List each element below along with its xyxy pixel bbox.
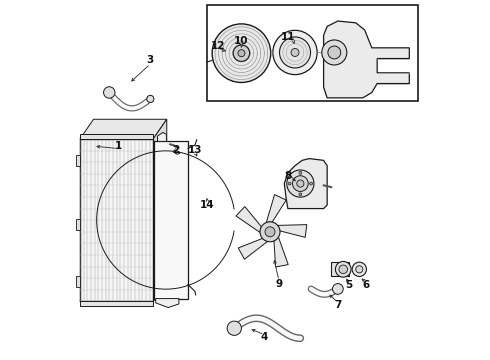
Circle shape [339, 265, 347, 274]
Text: 1: 1 [115, 141, 122, 151]
Text: 12: 12 [211, 41, 225, 51]
Text: 2: 2 [172, 145, 179, 155]
Circle shape [265, 227, 275, 237]
Circle shape [288, 182, 291, 185]
Circle shape [310, 182, 313, 185]
Polygon shape [236, 207, 261, 233]
Circle shape [293, 176, 308, 192]
Polygon shape [266, 194, 286, 222]
Circle shape [238, 50, 245, 57]
Circle shape [233, 45, 249, 62]
Text: 13: 13 [188, 145, 202, 155]
Polygon shape [331, 262, 348, 276]
Circle shape [212, 24, 270, 82]
Circle shape [260, 222, 280, 242]
Circle shape [335, 261, 351, 277]
Bar [75, 155, 80, 166]
Circle shape [352, 262, 367, 276]
Circle shape [287, 170, 314, 197]
Circle shape [328, 46, 341, 59]
Circle shape [322, 40, 347, 65]
Circle shape [299, 171, 302, 174]
Text: 6: 6 [363, 280, 370, 291]
Text: 10: 10 [234, 36, 249, 46]
Polygon shape [157, 132, 167, 141]
Circle shape [356, 266, 363, 273]
Text: 8: 8 [284, 171, 292, 181]
Bar [154, 141, 188, 298]
Polygon shape [80, 282, 167, 301]
Circle shape [297, 180, 304, 187]
Circle shape [279, 37, 311, 68]
Text: 11: 11 [281, 32, 295, 42]
Polygon shape [323, 21, 409, 98]
Text: 3: 3 [147, 55, 154, 65]
Bar [207, 5, 418, 102]
Circle shape [147, 95, 154, 103]
Circle shape [291, 49, 299, 57]
Polygon shape [278, 225, 307, 237]
Text: 4: 4 [261, 332, 269, 342]
Bar [80, 139, 153, 301]
Circle shape [227, 321, 242, 336]
Bar [80, 301, 153, 306]
Circle shape [333, 284, 343, 294]
Circle shape [273, 30, 317, 75]
Polygon shape [173, 150, 180, 154]
Polygon shape [284, 158, 327, 208]
Polygon shape [156, 298, 179, 307]
Circle shape [299, 193, 302, 196]
Text: 5: 5 [345, 280, 352, 291]
Bar [75, 219, 80, 230]
Text: 9: 9 [275, 279, 283, 289]
Polygon shape [153, 119, 167, 301]
Bar [75, 276, 80, 287]
Bar [80, 134, 153, 139]
Polygon shape [238, 238, 268, 259]
Text: 7: 7 [334, 300, 342, 310]
Circle shape [103, 87, 115, 98]
Polygon shape [274, 237, 288, 267]
Text: 14: 14 [200, 200, 215, 210]
Polygon shape [80, 119, 167, 139]
